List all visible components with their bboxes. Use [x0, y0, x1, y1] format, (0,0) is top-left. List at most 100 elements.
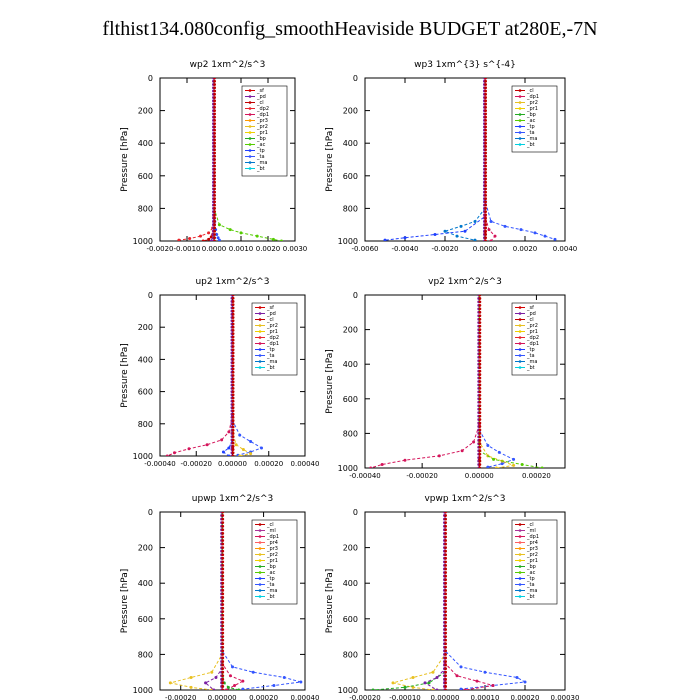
- series-point: [241, 687, 245, 690]
- profile-marker: [213, 207, 217, 210]
- profile-marker: [221, 599, 225, 603]
- series-point: [237, 688, 241, 690]
- series-group: [383, 78, 557, 241]
- legend-entry: _tp: [266, 347, 275, 353]
- profile-marker: [444, 596, 447, 599]
- legend-entry: _ta: [526, 582, 535, 588]
- profile-marker: [444, 649, 447, 653]
- profile-marker: [444, 653, 447, 656]
- profile-marker: [213, 220, 217, 223]
- profile-marker: [221, 653, 225, 656]
- profile-marker: [213, 177, 217, 181]
- profile-marker: [213, 164, 217, 168]
- profile-marker: [231, 312, 235, 316]
- series-point: [260, 446, 263, 450]
- profile-marker: [221, 517, 225, 521]
- y-tick-label: 400: [138, 139, 153, 148]
- series-point: [455, 674, 459, 678]
- series-point: [460, 449, 464, 453]
- series-point: [228, 228, 232, 232]
- profile-marker: [221, 638, 225, 642]
- series-point: [282, 676, 286, 680]
- legend-entry: _ac: [266, 570, 276, 576]
- legend-box: [251, 302, 298, 376]
- legend-entry: _sf: [526, 305, 534, 311]
- series-point: [486, 465, 490, 468]
- series-point: [189, 685, 193, 689]
- profile-marker: [484, 233, 487, 236]
- profile-marker: [221, 581, 225, 585]
- profile-marker: [213, 210, 217, 214]
- profile-marker: [231, 300, 235, 303]
- x-tick-label: 0.00000: [208, 694, 237, 700]
- profile-marker: [221, 539, 225, 542]
- profile-marker: [478, 303, 482, 307]
- y-axis-label: Pressure [hPa]: [325, 349, 335, 414]
- x-tick-label: 0.00020: [254, 460, 283, 468]
- legend-entry: _pd: [256, 94, 266, 100]
- profile-marker: [213, 132, 217, 135]
- profile-marker: [213, 128, 217, 132]
- profile-marker: [213, 171, 217, 174]
- y-tick-label: 800: [343, 429, 358, 438]
- profile-marker: [213, 118, 217, 122]
- series-point: [403, 458, 407, 462]
- profile-marker: [484, 109, 487, 112]
- profile-marker: [444, 542, 447, 546]
- profile-marker: [213, 239, 216, 241]
- profile-marker: [484, 190, 487, 194]
- series-point: [503, 224, 507, 228]
- series-point: [224, 688, 228, 690]
- profile-marker: [213, 135, 217, 139]
- x-tick-label: -0.00010: [389, 694, 420, 700]
- y-axis-label: Pressure [hPa]: [325, 127, 335, 192]
- legend-entry: _pr2: [266, 552, 278, 558]
- profile-marker: [231, 319, 235, 323]
- legend-marker: [258, 559, 262, 562]
- profile-marker: [484, 83, 487, 86]
- legend-marker: [518, 523, 522, 526]
- profile-marker: [444, 613, 447, 617]
- x-tick-label: 0.0030: [283, 245, 308, 253]
- profile-marker: [231, 399, 235, 403]
- legend-marker: [258, 571, 262, 574]
- profile-marker: [231, 428, 235, 432]
- profile-marker: [221, 670, 225, 674]
- legend-entry: _pd: [266, 311, 276, 317]
- legend-entry: _sf: [256, 88, 264, 94]
- profile-marker: [478, 335, 482, 338]
- legend-entry: _bt: [526, 142, 535, 148]
- legend-marker: [248, 101, 252, 104]
- series-point: [227, 446, 231, 450]
- y-tick-label: 1000: [133, 686, 153, 695]
- profile-marker: [444, 521, 447, 525]
- profile-marker: [444, 549, 447, 553]
- profile-marker: [231, 396, 235, 400]
- legend-marker: [518, 306, 522, 309]
- x-tick-label: 0.0000: [202, 245, 227, 253]
- profile-marker: [444, 585, 447, 589]
- profile-marker: [478, 314, 482, 318]
- profile-marker: [484, 122, 487, 126]
- series-point: [473, 219, 477, 223]
- profile-marker: [221, 546, 225, 549]
- profile-marker: [221, 656, 225, 660]
- profile-marker: [478, 342, 482, 345]
- legend-marker: [518, 131, 522, 134]
- profile-marker: [231, 309, 235, 313]
- profile-marker: [478, 362, 482, 366]
- page-title: flthist134.080config_smoothHeaviside BUD…: [102, 18, 598, 40]
- profile-marker: [231, 322, 235, 326]
- y-tick-label: 0: [148, 74, 153, 83]
- profile-marker: [213, 109, 217, 112]
- legend-entry: _tp: [526, 576, 535, 582]
- legend-entry: _pr3: [256, 118, 268, 124]
- profile-marker: [213, 226, 217, 230]
- profile-marker: [484, 105, 487, 109]
- legend-marker: [518, 595, 522, 598]
- profile-marker: [478, 355, 482, 359]
- profile-marker: [484, 203, 487, 207]
- legend-marker: [258, 523, 262, 526]
- legend-entry: _tp: [526, 124, 535, 130]
